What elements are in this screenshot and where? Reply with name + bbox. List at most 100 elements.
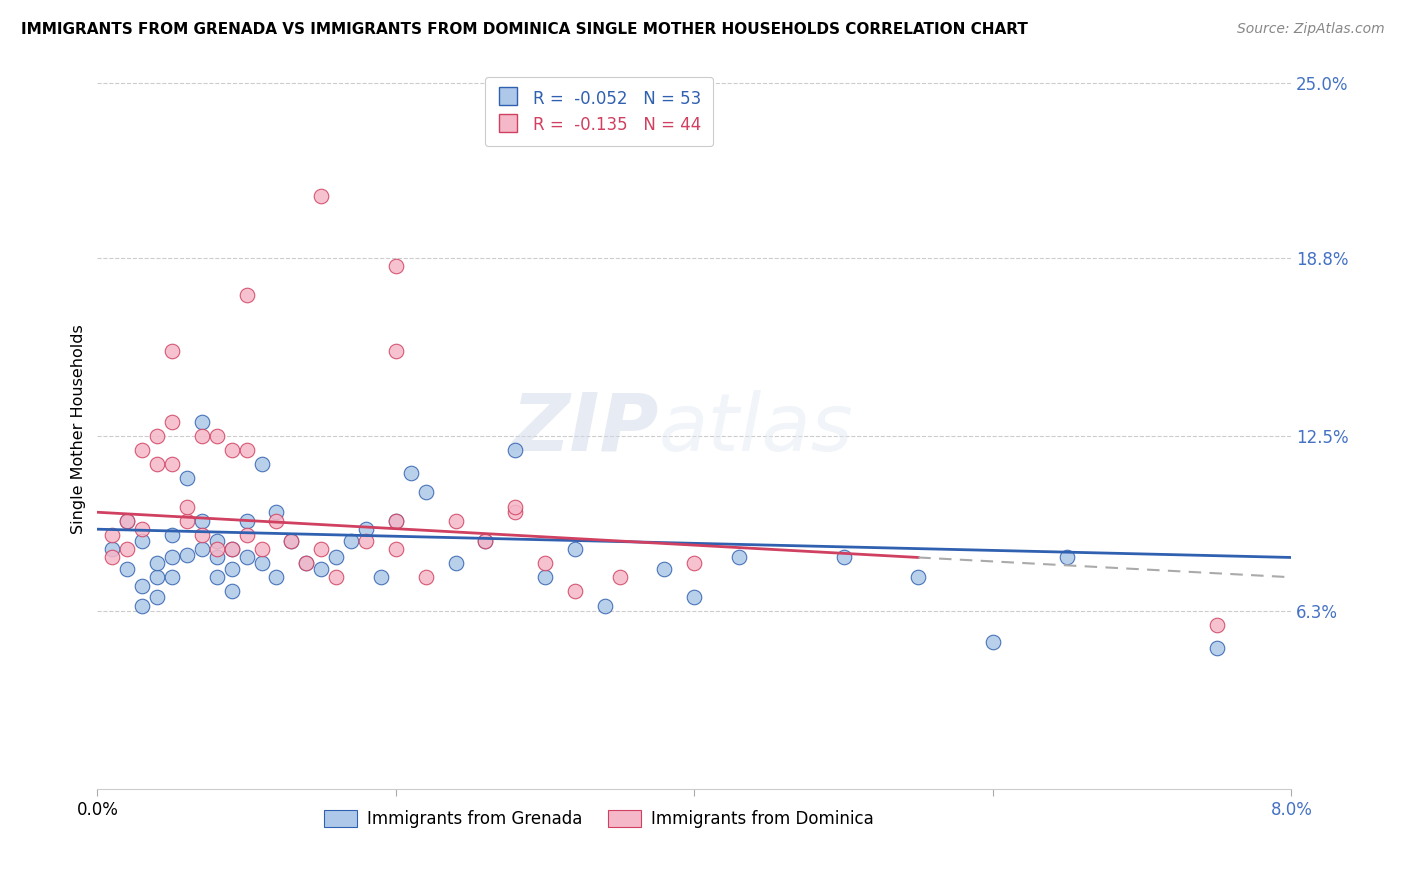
Point — [176, 514, 198, 528]
Point — [131, 533, 153, 548]
Point — [221, 562, 243, 576]
Point — [146, 429, 169, 443]
Text: ZIP: ZIP — [512, 390, 658, 468]
Point — [221, 584, 243, 599]
Point — [146, 556, 169, 570]
Point — [280, 533, 302, 548]
Point — [191, 514, 214, 528]
Text: Source: ZipAtlas.com: Source: ZipAtlas.com — [1237, 22, 1385, 37]
Point — [131, 599, 153, 613]
Point — [266, 514, 288, 528]
Point — [115, 562, 138, 576]
Point — [503, 505, 526, 519]
Point — [683, 556, 706, 570]
Point — [503, 443, 526, 458]
Point — [146, 457, 169, 471]
Text: atlas: atlas — [658, 390, 853, 468]
Point — [609, 570, 631, 584]
Point — [444, 514, 467, 528]
Point — [221, 541, 243, 556]
Point — [340, 533, 363, 548]
Point — [221, 443, 243, 458]
Point — [235, 550, 257, 565]
Point — [474, 533, 496, 548]
Point — [354, 522, 377, 536]
Point — [385, 260, 408, 274]
Point — [191, 528, 214, 542]
Point — [564, 541, 586, 556]
Point — [325, 570, 347, 584]
Point — [191, 429, 214, 443]
Point — [131, 579, 153, 593]
Point — [176, 500, 198, 514]
Point — [295, 556, 318, 570]
Point — [266, 570, 288, 584]
Point — [399, 466, 422, 480]
Point — [444, 556, 467, 570]
Legend: Immigrants from Grenada, Immigrants from Dominica: Immigrants from Grenada, Immigrants from… — [318, 804, 880, 835]
Point — [250, 556, 273, 570]
Point — [205, 570, 228, 584]
Point — [205, 550, 228, 565]
Point — [325, 550, 347, 565]
Point — [385, 344, 408, 359]
Point — [101, 550, 124, 565]
Point — [385, 514, 408, 528]
Point — [1205, 618, 1227, 632]
Point — [385, 541, 408, 556]
Text: IMMIGRANTS FROM GRENADA VS IMMIGRANTS FROM DOMINICA SINGLE MOTHER HOUSEHOLDS COR: IMMIGRANTS FROM GRENADA VS IMMIGRANTS FR… — [21, 22, 1028, 37]
Point — [160, 457, 183, 471]
Point — [235, 287, 257, 301]
Point — [503, 500, 526, 514]
Point — [160, 570, 183, 584]
Point — [235, 514, 257, 528]
Point — [101, 541, 124, 556]
Point — [832, 550, 855, 565]
Point — [354, 533, 377, 548]
Point — [115, 514, 138, 528]
Point — [593, 599, 616, 613]
Point — [250, 457, 273, 471]
Point — [309, 562, 332, 576]
Point — [146, 570, 169, 584]
Point — [1056, 550, 1078, 565]
Point — [235, 443, 257, 458]
Point — [728, 550, 751, 565]
Point — [534, 570, 557, 584]
Point — [295, 556, 318, 570]
Point — [191, 541, 214, 556]
Point — [205, 541, 228, 556]
Point — [1205, 640, 1227, 655]
Point — [205, 429, 228, 443]
Point — [115, 541, 138, 556]
Y-axis label: Single Mother Households: Single Mother Households — [72, 324, 86, 533]
Point — [176, 548, 198, 562]
Point — [146, 590, 169, 604]
Point — [266, 505, 288, 519]
Point — [564, 584, 586, 599]
Point — [235, 528, 257, 542]
Point — [131, 443, 153, 458]
Point — [160, 528, 183, 542]
Point — [160, 415, 183, 429]
Point — [415, 485, 437, 500]
Point — [981, 635, 1004, 649]
Point — [370, 570, 392, 584]
Point — [309, 188, 332, 202]
Point — [160, 550, 183, 565]
Point — [205, 533, 228, 548]
Point — [415, 570, 437, 584]
Point — [280, 533, 302, 548]
Point — [654, 562, 676, 576]
Point — [250, 541, 273, 556]
Point — [221, 541, 243, 556]
Point — [907, 570, 929, 584]
Point — [385, 514, 408, 528]
Point — [191, 415, 214, 429]
Point — [160, 344, 183, 359]
Point — [474, 533, 496, 548]
Point — [683, 590, 706, 604]
Point — [534, 556, 557, 570]
Point — [131, 522, 153, 536]
Point — [309, 541, 332, 556]
